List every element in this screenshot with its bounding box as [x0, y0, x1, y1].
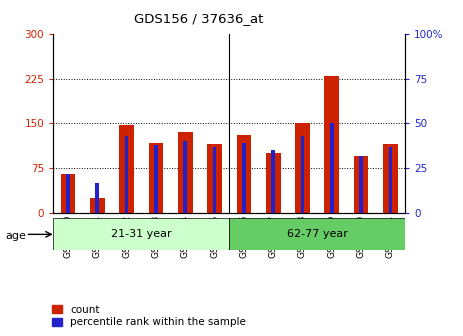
Bar	[183, 141, 187, 213]
Bar	[66, 174, 69, 213]
FancyBboxPatch shape	[229, 218, 405, 250]
Bar	[271, 151, 275, 213]
Bar	[213, 147, 216, 213]
Bar	[61, 174, 75, 213]
Bar	[295, 123, 310, 213]
Bar	[90, 198, 105, 213]
Bar	[119, 125, 134, 213]
Bar	[178, 132, 193, 213]
Bar	[389, 147, 392, 213]
Text: 62-77 year: 62-77 year	[287, 229, 348, 239]
Bar	[95, 183, 99, 213]
Text: 21-31 year: 21-31 year	[111, 229, 171, 239]
Bar	[242, 143, 245, 213]
Legend: count, percentile rank within the sample: count, percentile rank within the sample	[51, 305, 246, 327]
Bar	[354, 157, 369, 213]
Bar	[125, 136, 128, 213]
Bar	[383, 144, 398, 213]
Bar	[149, 143, 163, 213]
Bar	[207, 144, 222, 213]
Bar	[237, 135, 251, 213]
Bar	[330, 123, 333, 213]
Bar	[154, 145, 157, 213]
Bar	[301, 136, 304, 213]
Bar	[359, 156, 363, 213]
Text: GDS156 / 37636_at: GDS156 / 37636_at	[134, 12, 264, 25]
FancyBboxPatch shape	[53, 218, 229, 250]
Bar	[325, 76, 339, 213]
Bar	[266, 154, 281, 213]
Text: age: age	[6, 231, 26, 241]
